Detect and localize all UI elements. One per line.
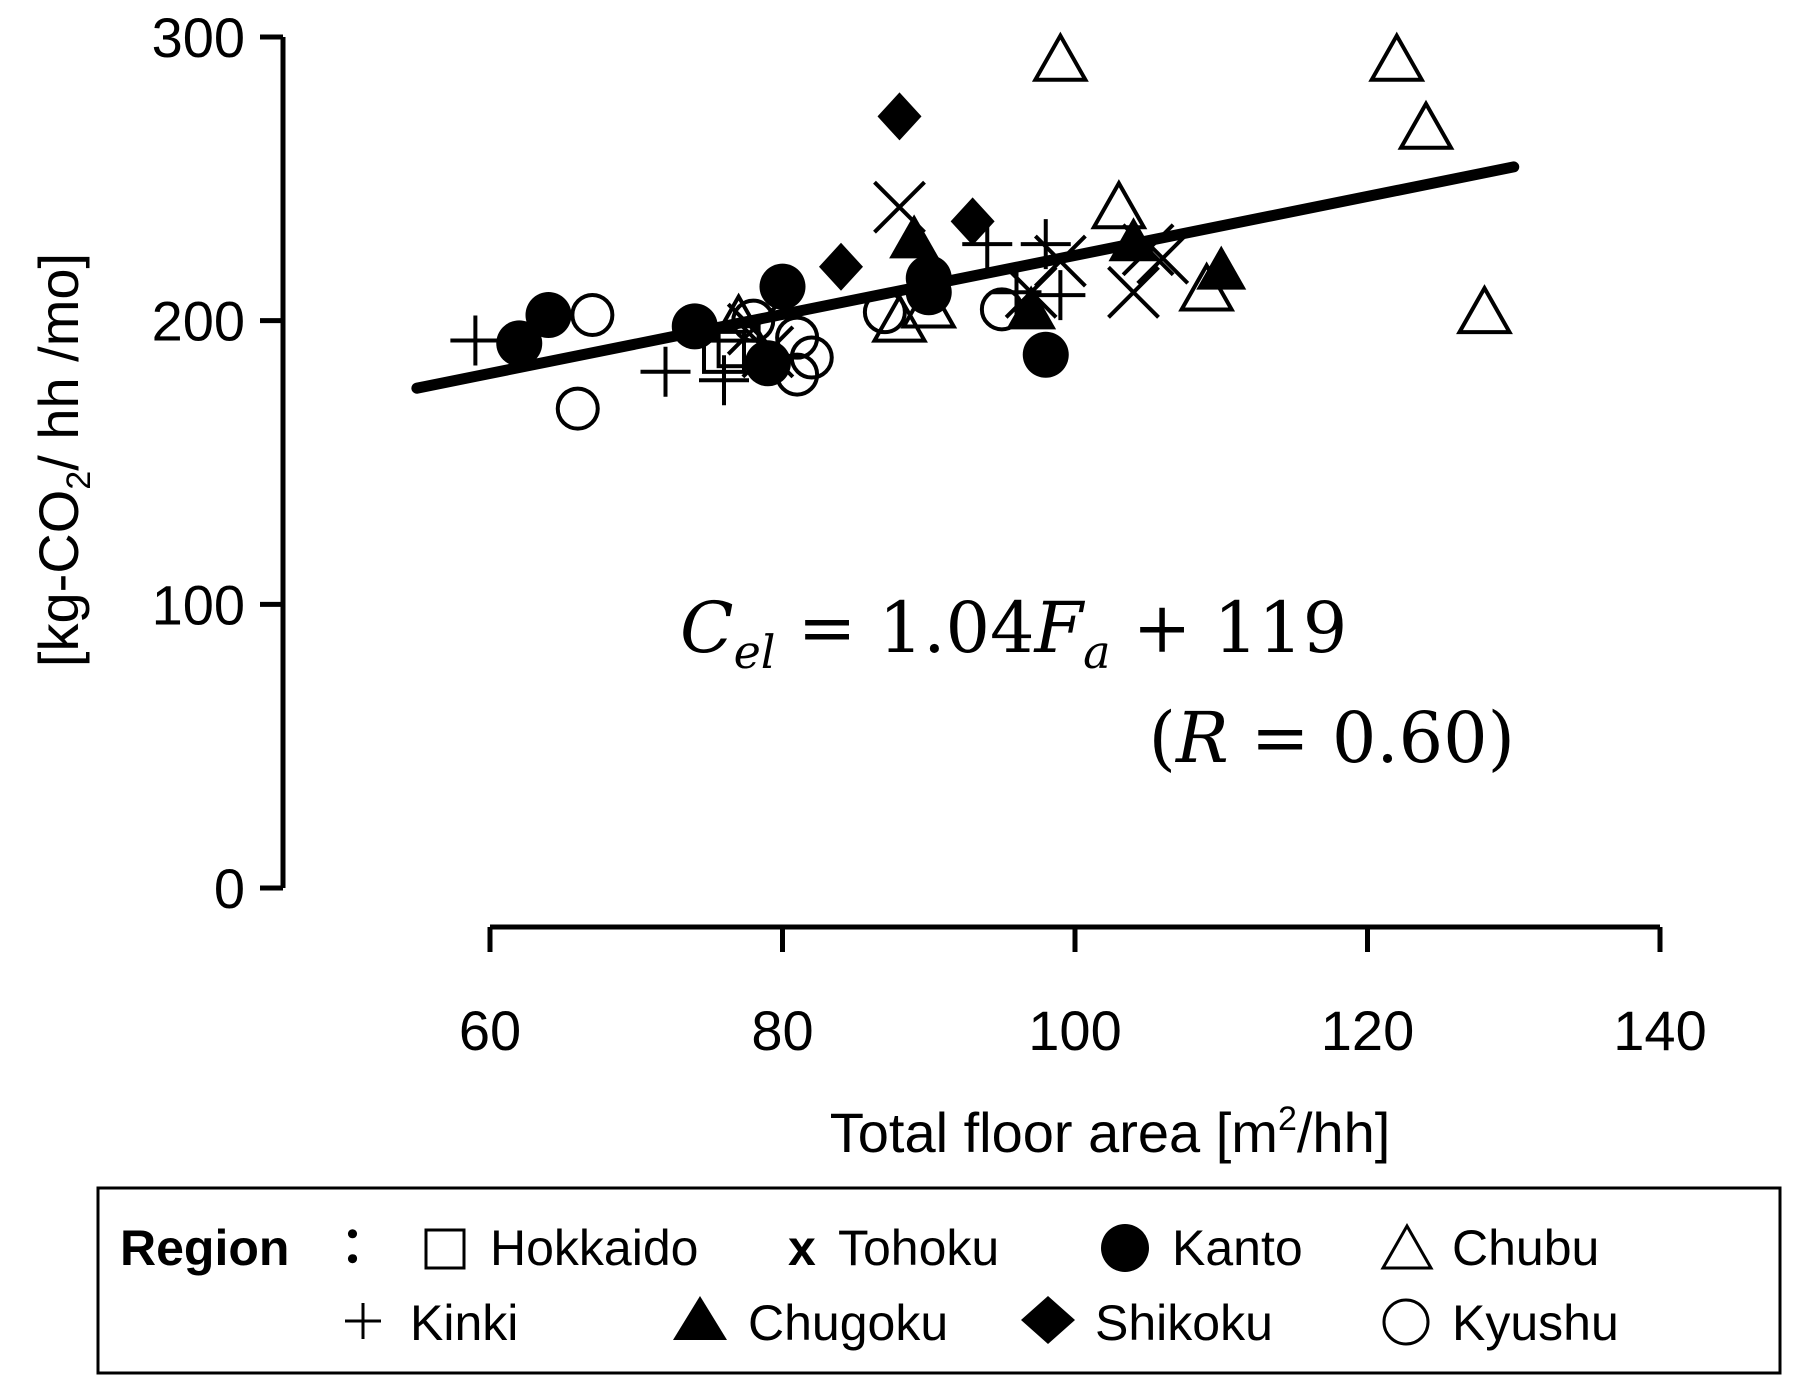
y-tick-label: 200: [152, 290, 245, 353]
point-kyushu: [775, 315, 820, 360]
x-tick-label: 120: [1321, 999, 1414, 1062]
legend-colon: ：: [340, 1217, 390, 1273]
x-axis-title: Total floor area [m2/hh]: [830, 1100, 1391, 1164]
x-tick-label: 60: [459, 999, 521, 1062]
y-tick-label: 100: [152, 573, 245, 636]
square-open-icon: [424, 1228, 466, 1270]
open-triangle-icon: [1380, 1222, 1434, 1270]
point-kinki: [450, 315, 501, 366]
x-tick-label: 140: [1613, 999, 1706, 1062]
regression-line: [411, 161, 1520, 394]
regression-equation: Cel = 1.04Fa + 119: [680, 587, 1347, 679]
point-kanto: [671, 303, 718, 350]
point-kyushu: [555, 386, 600, 431]
legend-label-chugoku: Chugoku: [748, 1295, 948, 1351]
legend-label-kanto: Kanto: [1172, 1220, 1303, 1276]
filled-triangle-icon: [673, 1296, 727, 1340]
point-kanto: [525, 291, 572, 338]
point-kinki: [640, 346, 691, 397]
legend-label-chubu: Chubu: [1452, 1220, 1599, 1276]
legend-label-hokkaido: Hokkaido: [490, 1220, 698, 1276]
point-shikoku: [877, 92, 922, 141]
point-chubu: [1368, 31, 1426, 82]
legend-label-kyushu: Kyushu: [1452, 1295, 1619, 1351]
legend-label-shikoku: Shikoku: [1095, 1295, 1273, 1351]
legend-entry-kinki: Kinki: [345, 1295, 518, 1351]
point-kinki: [1020, 219, 1071, 270]
point-kyushu: [731, 298, 776, 343]
correlation-coefficient: (R = 0.60): [1149, 697, 1515, 779]
legend-entry-tohoku: x Tohoku: [788, 1220, 999, 1276]
legend-entry-kyushu: Kyushu: [1382, 1295, 1619, 1351]
point-kanto: [1022, 331, 1069, 378]
legend: Region ： Hokkaido x Tohoku Kanto Chubu K…: [96, 1186, 1782, 1375]
legend-title: Region: [120, 1220, 289, 1276]
point-chubu: [900, 278, 958, 329]
x-ticks: 60 80 100 120 140: [459, 927, 1707, 1062]
point-chugoku: [1108, 217, 1159, 262]
point-chubu: [710, 292, 768, 343]
plus-icon: [345, 1303, 381, 1339]
point-kyushu: [570, 292, 615, 337]
legend-entry-chubu: Chubu: [1380, 1220, 1599, 1276]
point-shikoku: [819, 242, 863, 291]
point-chubu: [1456, 284, 1513, 335]
x-tick-label: 100: [1028, 999, 1121, 1062]
point-kanto: [905, 255, 952, 302]
legend-entry-shikoku: Shikoku: [1021, 1295, 1273, 1351]
point-kyushu: [979, 287, 1024, 332]
legend-label-tohoku: Tohoku: [838, 1220, 999, 1276]
y-tick-label: 300: [152, 6, 245, 69]
point-chubu: [1031, 31, 1089, 82]
point-kyushu: [862, 290, 907, 335]
legend-label-kinki: Kinki: [410, 1295, 518, 1351]
point-chugoku: [889, 214, 940, 259]
point-chugoku: [1196, 245, 1247, 290]
legend-entry-chugoku: Chugoku: [673, 1295, 948, 1351]
filled-diamond-icon: [1021, 1296, 1075, 1344]
y-ticks: 0 100 200 300: [152, 6, 283, 920]
y-tick-label: 0: [214, 857, 245, 920]
x-tick-label: 80: [751, 999, 813, 1062]
point-kyushu: [775, 352, 820, 397]
point-tohoku: [1107, 265, 1160, 319]
point-shikoku: [950, 197, 995, 246]
y-axis-title: [kg-CO2/ hh /mo]: [27, 253, 98, 667]
point-chubu: [1090, 179, 1148, 230]
point-chubu: [871, 292, 928, 343]
legend-entry-kanto: Kanto: [1101, 1220, 1303, 1276]
x-marker-icon: x: [788, 1220, 816, 1276]
legend-entry-hokkaido: Hokkaido: [424, 1220, 698, 1276]
data-points: [450, 31, 1513, 431]
filled-circle-icon: [1101, 1224, 1149, 1272]
point-kanto: [759, 263, 806, 310]
point-kinki: [699, 355, 749, 406]
point-kinki: [1035, 270, 1086, 321]
open-circle-icon: [1382, 1298, 1430, 1346]
point-kanto: [496, 320, 543, 367]
point-kanto: [744, 340, 791, 387]
legend-box: [96, 1186, 1782, 1375]
point-chubu: [1397, 99, 1455, 150]
